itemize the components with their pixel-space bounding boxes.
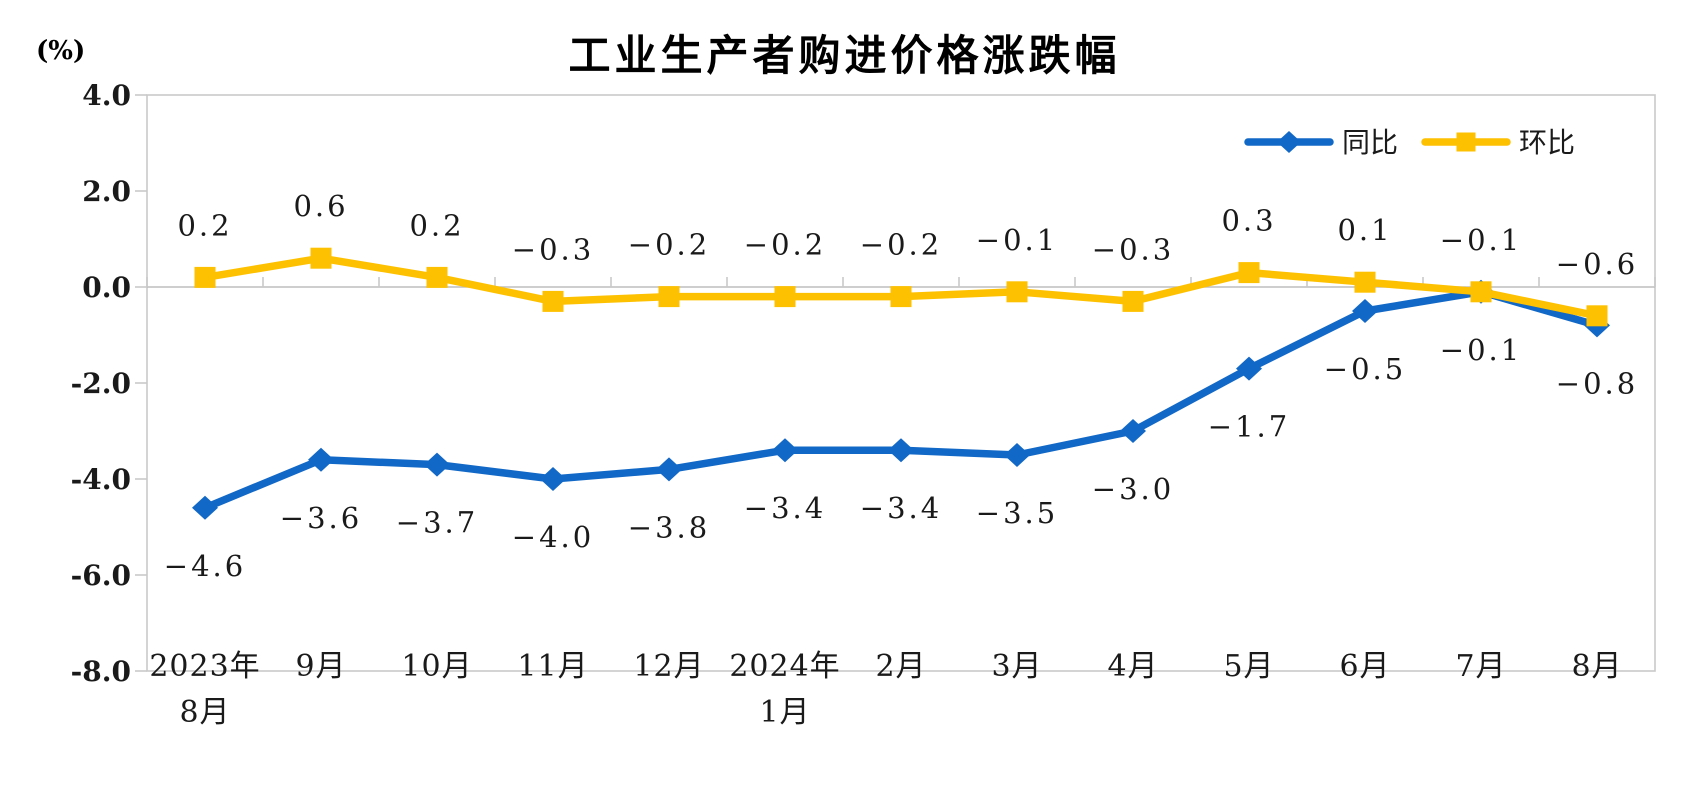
x-category-label: 11月 — [517, 649, 588, 684]
legend-marker-mom — [1456, 132, 1476, 152]
data-point-marker-yoy — [192, 495, 218, 520]
data-label-yoy: −1.7 — [1208, 410, 1290, 444]
data-label-yoy: −4.0 — [512, 520, 594, 554]
legend-item-mom: 环比 — [1421, 127, 1575, 158]
data-label-yoy: −4.6 — [164, 549, 246, 583]
data-point-marker-yoy — [424, 452, 450, 477]
data-point-marker-yoy — [656, 457, 682, 482]
data-point-marker-mom — [1238, 262, 1260, 284]
x-category-label: 4月 — [1107, 649, 1158, 684]
data-point-marker-yoy — [888, 438, 914, 463]
data-point-marker-yoy — [1004, 443, 1030, 467]
x-category-label: 7月 — [1455, 649, 1506, 684]
data-label-yoy: −3.8 — [628, 510, 710, 544]
data-point-marker-yoy — [1352, 299, 1378, 323]
y-axis-tick-label: -6.0 — [71, 559, 131, 592]
y-axis-tick-label: -8.0 — [71, 655, 131, 688]
x-category-label: 2月 — [875, 649, 926, 684]
data-label-mom: −0.1 — [1440, 223, 1522, 257]
x-category-label: 3月 — [991, 649, 1042, 684]
data-label-mom: 0.1 — [1337, 213, 1392, 247]
data-point-marker-yoy — [540, 467, 566, 491]
data-label-mom: 0.6 — [293, 189, 348, 223]
y-axis-tick-label: 4.0 — [82, 79, 131, 112]
data-label-mom: 0.2 — [409, 208, 464, 242]
data-point-marker-mom — [1586, 305, 1608, 327]
data-label-mom: −0.2 — [628, 228, 710, 262]
data-point-marker-yoy — [1120, 419, 1146, 443]
data-point-marker-mom — [310, 247, 332, 269]
data-label-yoy: −3.6 — [280, 501, 362, 535]
data-point-marker-mom — [1354, 271, 1376, 293]
plot-border — [146, 94, 1656, 672]
data-point-marker-mom — [774, 286, 796, 308]
legend-item-yoy: 同比 — [1244, 127, 1398, 158]
data-point-marker-yoy — [1236, 356, 1262, 381]
data-point-marker-yoy — [772, 438, 798, 463]
data-label-yoy: −0.8 — [1556, 366, 1638, 400]
x-category-label: 6月 — [1339, 649, 1390, 684]
data-label-mom: −0.3 — [512, 232, 594, 266]
data-label-mom: 0.2 — [177, 208, 232, 242]
x-category-label: 10月 — [401, 649, 472, 684]
y-axis-tick-label: -4.0 — [71, 463, 131, 496]
data-label-mom: −0.1 — [976, 223, 1058, 257]
y-axis-tick-label: 2.0 — [82, 175, 131, 208]
data-label-mom: −0.6 — [1556, 247, 1638, 281]
series-line-yoy — [201, 288, 1601, 512]
data-label-yoy: −3.0 — [1092, 472, 1174, 506]
data-label-mom: −0.2 — [860, 228, 942, 262]
data-point-marker-mom — [658, 286, 680, 308]
data-label-mom: −0.3 — [1092, 232, 1174, 266]
data-label-mom: −0.2 — [744, 228, 826, 262]
legend-label-yoy: 同比 — [1342, 127, 1398, 158]
data-label-yoy: −3.7 — [396, 506, 478, 540]
x-category-label: 8月 — [1571, 649, 1622, 684]
y-axis-tick-label: 0.0 — [82, 271, 131, 304]
data-label-yoy: −0.5 — [1324, 352, 1406, 386]
legend: 同比 环比 — [1244, 127, 1575, 158]
chart-title: 工业生产者购进价格涨跌幅 — [568, 32, 1121, 79]
legend-label-mom: 环比 — [1519, 127, 1575, 158]
data-label-yoy: −3.5 — [976, 496, 1058, 530]
legend-marker-yoy — [1277, 131, 1301, 153]
x-category-label: 9月 — [295, 649, 346, 684]
data-point-marker-mom — [194, 266, 216, 288]
data-point-marker-mom — [1006, 281, 1028, 303]
data-point-marker-mom — [890, 286, 912, 308]
data-point-marker-yoy — [308, 447, 334, 472]
data-label-yoy: −0.1 — [1440, 333, 1522, 367]
data-label-mom: 0.3 — [1221, 204, 1276, 238]
y-axis-tick-label: -2.0 — [71, 367, 131, 400]
data-point-marker-mom — [1470, 281, 1492, 303]
x-category-label: 2024年 1月 — [729, 649, 840, 730]
data-point-marker-mom — [1122, 290, 1144, 312]
y-axis-unit-label: (%) — [36, 36, 86, 66]
data-label-yoy: −3.4 — [860, 491, 942, 525]
x-category-label: 12月 — [633, 649, 704, 684]
data-point-marker-mom — [542, 290, 564, 312]
x-category-label: 2023年 8月 — [149, 649, 260, 730]
data-label-yoy: −3.4 — [744, 491, 826, 525]
data-point-marker-mom — [426, 266, 448, 288]
x-category-label: 5月 — [1223, 649, 1274, 684]
